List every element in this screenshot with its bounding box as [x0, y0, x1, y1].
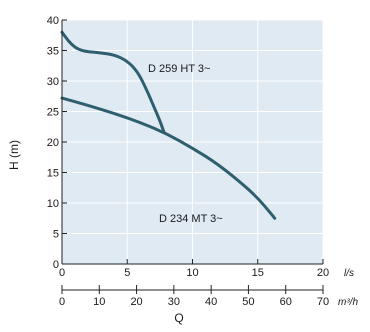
- x2-tick-label: 60: [280, 296, 292, 308]
- series-label-d259: D 259 HT 3~: [148, 63, 210, 75]
- x2-tick-label: 30: [168, 296, 180, 308]
- x-tick-label: 10: [186, 267, 198, 279]
- series-label-d234: D 234 MT 3~: [159, 213, 223, 225]
- series-line-d234: [60, 96, 277, 220]
- y-tick-label: 15: [47, 168, 59, 180]
- y-tick-label: 25: [47, 107, 59, 119]
- y-tick-label: 35: [47, 46, 59, 58]
- y-tick-label: 5: [53, 229, 59, 241]
- axes: [61, 19, 324, 294]
- x-tick-label: 20: [317, 267, 329, 279]
- y-tick-label: 20: [47, 137, 59, 149]
- y-axis-title: H (m): [7, 140, 21, 170]
- x2-tick-label: 70: [317, 296, 329, 308]
- x2-tick-label: 50: [242, 296, 254, 308]
- x-tick-label: 15: [252, 267, 264, 279]
- y-tick-label: 40: [47, 15, 59, 27]
- x2-tick-label: 40: [205, 296, 217, 308]
- series-lines: [60, 30, 277, 220]
- x2-tick-label: 20: [130, 296, 142, 308]
- y-tick-label: 0: [53, 259, 59, 271]
- x-tick-label: 0: [59, 267, 65, 279]
- x-tick-label: 5: [124, 267, 130, 279]
- x2-unit-label: m³/h: [338, 297, 358, 308]
- y-tick-label: 30: [47, 76, 59, 88]
- series-line-d259: [60, 30, 166, 134]
- x2-tick-label: 0: [59, 296, 65, 308]
- x-axis-title: Q: [174, 311, 183, 325]
- tick-labels: 0 5 10 15 20 25 30 35 40 0 5 10 15 20 0 10 20 30 40 50 60 70: [47, 15, 329, 308]
- x2-tick-label: 10: [93, 296, 105, 308]
- x-unit-label: l/s: [344, 268, 354, 279]
- y-tick-label: 10: [47, 198, 59, 210]
